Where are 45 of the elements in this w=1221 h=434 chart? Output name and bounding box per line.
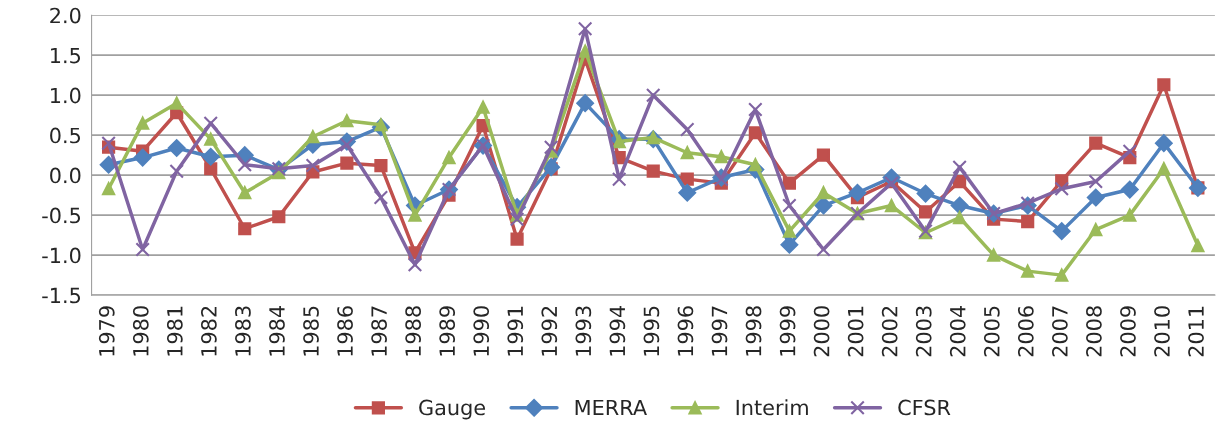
y-tick-label: 1.0	[51, 87, 81, 104]
y-tick-label: 0.5	[50, 127, 81, 144]
y-tick-label: 0.0	[50, 167, 81, 184]
y-tick-label: -1.0	[42, 247, 81, 264]
x-tick-label: 1992	[541, 306, 558, 356]
y-tick-label: -0.5	[42, 207, 81, 224]
x-tick-label: 1982	[201, 306, 217, 356]
x-tick-label: 1984	[269, 306, 285, 356]
x-tick-label: 1990	[473, 306, 490, 356]
x-tick-label: 2009	[1120, 306, 1136, 357]
x-tick-label: 1997	[711, 306, 728, 356]
x-tick-label: 1994	[609, 306, 626, 356]
legend-label: Interim	[736, 399, 808, 416]
x-tick-label: 2007	[1052, 306, 1068, 357]
y-tick-label: 1.5	[51, 47, 81, 64]
x-tick-label: 1988	[405, 306, 421, 356]
legend-label: Gauge	[419, 399, 486, 420]
legend-label: MERRA	[575, 399, 647, 416]
x-tick-label: 1986	[337, 306, 353, 356]
x-tick-label: 2006	[1017, 306, 1034, 357]
x-tick-label: 1979	[98, 306, 115, 356]
x-tick-label: 2011	[1188, 306, 1204, 357]
x-tick-label: 1981	[166, 306, 183, 356]
x-tick-label: 1998	[745, 306, 762, 356]
x-tick-label: 1995	[643, 306, 660, 356]
x-tick-label: 1987	[371, 306, 387, 356]
x-tick-label: 1991	[507, 306, 524, 356]
x-tick-label: 2010	[1154, 306, 1170, 357]
x-tick-label: 2001	[847, 306, 864, 357]
x-tick-label: 1996	[677, 306, 694, 356]
x-tick-label: 2002	[881, 306, 898, 357]
x-tick-label: 2000	[813, 306, 830, 357]
x-tick-label: 1993	[575, 306, 592, 356]
x-tick-label: 1980	[132, 306, 149, 356]
y-tick-label: 2.0	[50, 7, 81, 24]
x-tick-label: 2008	[1086, 306, 1102, 357]
x-tick-label: 1985	[303, 306, 319, 356]
y-tick-label: -1.5	[42, 287, 81, 304]
x-tick-label: 2003	[915, 306, 932, 357]
x-tick-label: 1983	[235, 306, 251, 356]
x-tick-label: 2005	[983, 306, 1000, 357]
legend-label: CFSR	[898, 399, 951, 416]
x-tick-label: 2004	[949, 306, 966, 357]
x-tick-label: 1999	[779, 306, 796, 356]
x-tick-label: 1989	[439, 306, 456, 356]
